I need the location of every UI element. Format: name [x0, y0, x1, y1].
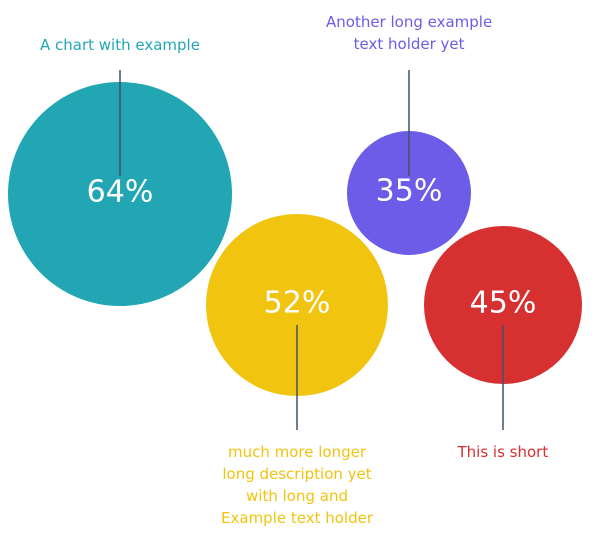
bubble-circle	[8, 82, 232, 306]
caption-line: text holder yet	[353, 35, 465, 53]
caption-line: This is short	[457, 443, 549, 461]
bubble-value-label: 35%	[376, 174, 443, 209]
bubble-caption: This is short	[458, 441, 549, 463]
bubble-circle	[347, 131, 471, 255]
bubble-45	[424, 226, 582, 384]
caption-line: with long and	[246, 487, 348, 505]
caption-line: Example text holder	[221, 509, 373, 527]
caption-line: much more longer	[227, 443, 367, 461]
bubble-caption: much more longer long description yet with…	[221, 441, 373, 529]
caption-line: long description yet	[222, 465, 372, 483]
caption-line: A chart with example	[40, 36, 200, 54]
bubble-52	[206, 214, 388, 396]
bubble-value-label: 52%	[264, 286, 331, 321]
bubble-caption: A chart with example	[40, 34, 200, 56]
caption-line: Another long example	[326, 13, 493, 31]
bubble-35	[347, 131, 471, 255]
bubble-value-label: 64%	[87, 175, 154, 210]
bubble-caption: Another long example text holder yet	[326, 11, 492, 55]
bubble-circle	[206, 214, 388, 396]
bubble-circle	[424, 226, 582, 384]
bubble-value-label: 45%	[470, 286, 537, 321]
bubble-64	[8, 82, 232, 306]
